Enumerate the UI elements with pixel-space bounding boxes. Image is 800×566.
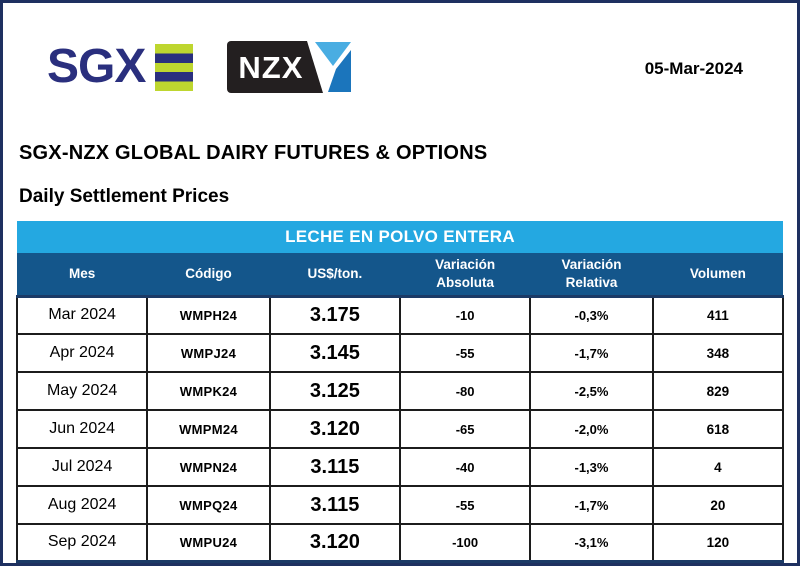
table-cell: 411 (651, 295, 785, 335)
table-cell: 3.145 (268, 333, 401, 373)
settlement-table-wrap: LECHE EN POLVO ENTERA Mes Código US$/ton. V… (15, 221, 785, 563)
sgx-logo: SGX (47, 40, 194, 93)
table-cell: WMPM24 (146, 409, 271, 449)
column-header: Mes (17, 253, 148, 298)
table-cell: -2,5% (529, 371, 654, 411)
column-header: Código (147, 253, 270, 298)
table-cell: -55 (398, 485, 532, 525)
table-cell: -1,7% (529, 485, 654, 525)
header-logos: SGX NZX (47, 40, 353, 93)
nzx-logo-text: NZX (238, 49, 304, 85)
table-row: Jun 2024 WMPM24 3.120 -65 -2,0% 618 (15, 409, 785, 449)
table-cell: -100 (398, 523, 532, 563)
table-cell: 20 (651, 485, 785, 525)
table-cell: 348 (651, 333, 785, 373)
page-subtitle: Daily Settlement Prices (19, 186, 230, 207)
table-row: May 2024 WMPK24 3.125 -80 -2,5% 829 (15, 371, 785, 411)
table-cell: Jul 2024 (15, 447, 149, 487)
table-row: Aug 2024 WMPQ24 3.115 -55 -1,7% 20 (15, 485, 785, 525)
table-cell: WMPU24 (146, 523, 271, 563)
table-title-row: LECHE EN POLVO ENTERA (17, 221, 783, 253)
table-cell: -1,3% (529, 447, 654, 487)
table-cell: -55 (398, 333, 532, 373)
table-row: Apr 2024 WMPJ24 3.145 -55 -1,7% 348 (15, 333, 785, 373)
table-cell: -65 (398, 409, 532, 449)
table-cell: 4 (651, 447, 785, 487)
table-cell: 618 (651, 409, 785, 449)
table-cell: May 2024 (15, 371, 149, 411)
page-title: SGX-NZX GLOBAL DAIRY FUTURES & OPTIONS (19, 142, 488, 164)
table-cell: WMPN24 (146, 447, 271, 487)
table-row: Sep 2024 WMPU24 3.120 -100 -3,1% 120 (15, 523, 785, 563)
sgx-stripes-icon (155, 43, 194, 91)
table-cell: Jun 2024 (15, 409, 149, 449)
table-row: Jul 2024 WMPN24 3.115 -40 -1,3% 4 (15, 447, 785, 487)
table-cell: Sep 2024 (15, 523, 149, 563)
column-header: Variación Absoluta (399, 253, 531, 298)
table-cell: WMPK24 (146, 371, 271, 411)
table-cell: -3,1% (529, 523, 654, 563)
table-row: Mar 2024 WMPH24 3.175 -10 -0,3% 411 (15, 295, 785, 335)
table-cell: Mar 2024 (15, 295, 149, 335)
table-cell: -10 (398, 295, 532, 335)
table-cell: 3.120 (268, 523, 401, 563)
table-cell: 3.115 (268, 485, 401, 525)
table-title: LECHE EN POLVO ENTERA (17, 221, 783, 253)
column-header: Volumen (652, 253, 783, 298)
table-cell: -40 (398, 447, 532, 487)
table-cell: -0,3% (529, 295, 654, 335)
column-header: Variación Relativa (530, 253, 653, 298)
table-cell: Aug 2024 (15, 485, 149, 525)
table-cell: 829 (651, 371, 785, 411)
table-cell: 3.175 (268, 295, 401, 335)
report-date: 05-Mar-2024 (644, 59, 743, 78)
table-cell: -1,7% (529, 333, 654, 373)
nzx-flag-icon (307, 41, 353, 93)
header-row: Mes Código US$/ton. Variación Absoluta Varia… (17, 253, 783, 298)
table-cell: 3.120 (268, 409, 401, 449)
table-cell: Apr 2024 (15, 333, 149, 373)
table-cell: -80 (398, 371, 532, 411)
table-body: Mar 2024 WMPH24 3.175 -10 -0,3% 411 Apr 2024 WM… (15, 295, 785, 563)
table-cell: 3.125 (268, 371, 401, 411)
table-cell: WMPJ24 (146, 333, 271, 373)
table-cell: 3.115 (268, 447, 401, 487)
settlement-table: LECHE EN POLVO ENTERA Mes Código US$/ton. V… (15, 221, 785, 563)
column-header: US$/ton. (269, 253, 400, 298)
table-cell: WMPQ24 (146, 485, 271, 525)
sgx-logo-text: SGX (47, 40, 146, 93)
table-cell: 120 (651, 523, 785, 563)
table-cell: WMPH24 (146, 295, 271, 335)
table-cell: -2,0% (529, 409, 654, 449)
nzx-logo: NZX (227, 41, 353, 93)
